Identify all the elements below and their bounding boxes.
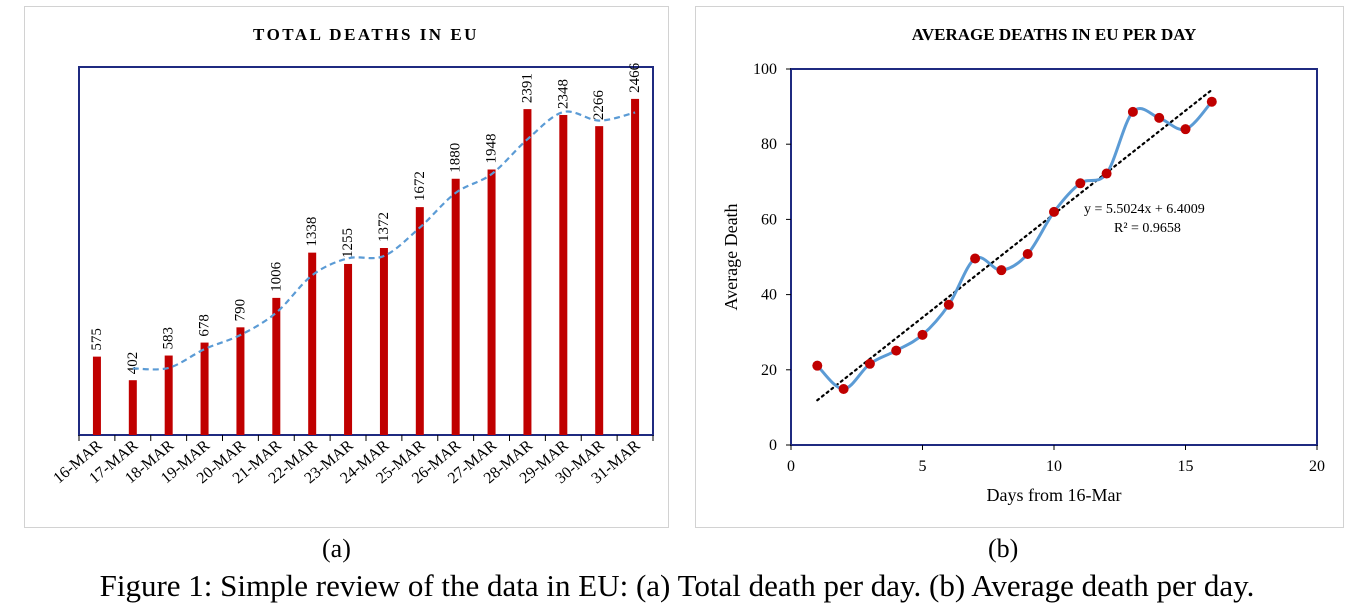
panel-b-label: (b)	[988, 534, 1019, 563]
data-label: 1880	[448, 143, 464, 173]
data-point	[1206, 96, 1217, 107]
data-label: 1948	[484, 133, 500, 163]
bar	[415, 207, 424, 435]
bar	[559, 114, 568, 436]
data-point	[970, 253, 981, 264]
data-label: 2348	[555, 79, 571, 109]
y-axis-label: Average Death	[721, 203, 741, 310]
x-tick-label: 5	[919, 458, 927, 475]
panel-a-label: (a)	[322, 534, 351, 563]
bar	[128, 380, 137, 435]
data-label: 1255	[340, 228, 356, 258]
smoothed-series-line	[816, 100, 1213, 391]
bar	[236, 327, 245, 435]
bar	[344, 263, 353, 435]
bar	[487, 169, 496, 435]
y-tick-label: 0	[769, 437, 777, 454]
y-tick-label: 80	[761, 136, 777, 153]
total-deaths-panel: TOTAL DEATHS IN EU 575 402 583 678 790 1006 133…	[24, 6, 669, 528]
data-label: 790	[232, 299, 248, 322]
bar	[595, 126, 604, 436]
total-deaths-chart: TOTAL DEATHS IN EU 575 402 583 678 790 1006 133…	[50, 25, 654, 487]
data-point	[1049, 206, 1059, 217]
chart-title: AVERAGE DEATHS IN EU PER DAY	[912, 25, 1197, 44]
x-axis-label: Days from 16-Mar	[987, 485, 1122, 505]
data-point	[917, 329, 928, 340]
data-label: 1006	[268, 261, 284, 292]
bar	[523, 109, 532, 436]
data-point	[838, 383, 849, 394]
bar	[164, 355, 173, 435]
data-label: 678	[197, 314, 213, 337]
data-point	[812, 360, 823, 371]
plot-frame	[790, 68, 1318, 446]
bar	[379, 248, 388, 435]
y-tick-label: 100	[753, 61, 777, 78]
y-tick-label: 20	[761, 362, 777, 379]
bar	[200, 342, 209, 435]
data-label: 583	[161, 327, 177, 350]
bar	[92, 356, 101, 435]
data-label: 1672	[412, 171, 428, 201]
trendline-equation: y = 5.5024x + 6.4009	[1084, 202, 1205, 217]
data-point	[1101, 168, 1112, 179]
x-tick-label: 10	[1046, 458, 1062, 475]
moving-average-line	[132, 110, 636, 371]
bar	[308, 252, 317, 435]
data-point	[891, 345, 902, 356]
data-point	[1127, 106, 1138, 117]
data-label: 1338	[304, 217, 320, 247]
y-tick-label: 40	[761, 287, 777, 304]
figure-caption: Figure 1: Simple review of the data in E…	[99, 568, 1255, 603]
data-label: 2266	[591, 90, 607, 121]
chart-title: TOTAL DEATHS IN EU	[253, 25, 479, 44]
trendline-r-squared: R² = 0.9658	[1114, 221, 1181, 236]
data-label: 1372	[376, 212, 392, 242]
data-point	[1154, 112, 1165, 123]
bar	[631, 98, 640, 435]
x-tick-label: 0	[787, 458, 795, 475]
linear-trendline	[816, 88, 1213, 402]
y-tick-label: 60	[761, 211, 777, 228]
data-label: 2466	[627, 62, 643, 93]
data-point	[1075, 178, 1086, 189]
data-label: 2391	[519, 73, 535, 103]
data-label: 575	[89, 328, 105, 351]
data-point	[943, 299, 954, 310]
x-tick-label: 15	[1178, 458, 1194, 475]
bar	[451, 178, 460, 435]
average-deaths-panel: AVERAGE DEATHS IN EU PER DAY 0 20 40 60 80 100…	[695, 6, 1344, 528]
average-deaths-chart: AVERAGE DEATHS IN EU PER DAY020406080100…	[721, 25, 1325, 505]
data-point	[1022, 248, 1033, 259]
x-tick-label: 20	[1309, 458, 1325, 475]
data-point	[864, 358, 875, 369]
data-label: 402	[125, 352, 141, 375]
data-point	[1180, 124, 1191, 135]
bar	[272, 297, 281, 435]
data-point	[996, 265, 1007, 276]
